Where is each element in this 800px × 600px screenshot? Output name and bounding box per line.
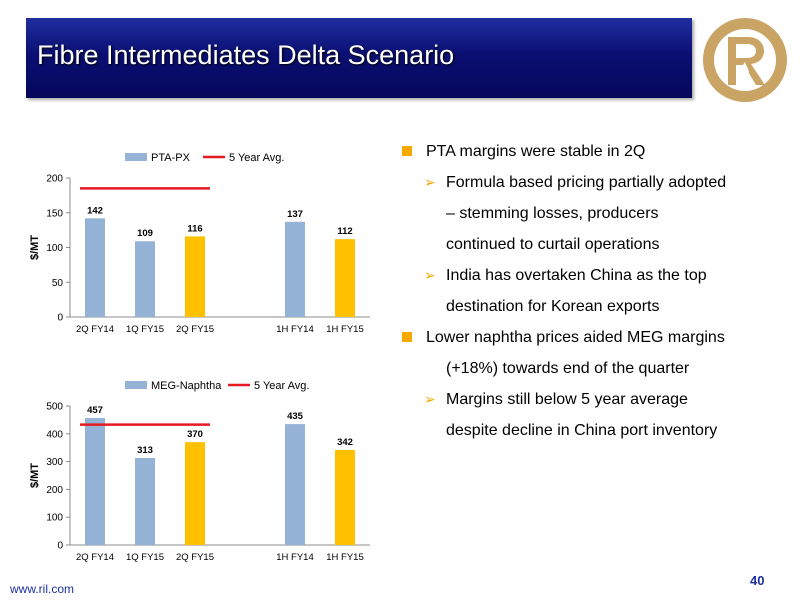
data-label: 313 [137, 445, 153, 456]
data-label: 435 [287, 411, 304, 422]
legend-swatch-bars [125, 153, 147, 161]
bullet-text: – stemming losses, producers [446, 205, 659, 222]
y-tick-label: 200 [46, 174, 63, 185]
bullet-text: despite decline in China port inventory [446, 422, 718, 439]
legend-label-series: MEG-Naphtha [151, 380, 222, 392]
bullet-text: PTA margins were stable in 2Q [426, 143, 646, 160]
square-bullet-icon [402, 146, 412, 156]
x-tick-label: 2Q FY15 [176, 324, 214, 335]
x-tick-label: 2Q FY15 [176, 552, 214, 563]
logo-flame [741, 62, 749, 77]
legend-label-series: PTA-PX [151, 152, 191, 164]
y-tick-label: 150 [46, 208, 63, 219]
bar [185, 442, 205, 545]
bullet-text: (+18%) towards end of the quarter [446, 360, 690, 377]
data-label: 370 [187, 429, 203, 440]
data-label: 457 [87, 405, 103, 416]
legend-label-avg: 5 Year Avg. [229, 152, 284, 164]
x-tick-label: 1H FY15 [326, 552, 364, 563]
bullet-text: India has overtaken China as the top [446, 267, 707, 284]
bullet-text: Margins still below 5 year average [446, 391, 688, 408]
arrow-bullet-icon: ➢ [424, 267, 436, 283]
bullet-text: Formula based pricing partially adopted [446, 174, 727, 191]
bar [335, 449, 355, 545]
bullet-text: destination for Korean exports [446, 298, 660, 315]
bar [135, 457, 155, 545]
bar [185, 236, 205, 317]
y-axis-label: $/MT [29, 463, 41, 488]
data-label: 342 [337, 437, 353, 448]
y-tick-label: 200 [46, 485, 63, 496]
y-tick-label: 500 [46, 402, 63, 413]
data-label: 137 [287, 209, 303, 220]
pta-px-chart: PTA-PX 5 Year Avg. 0 50 100 150 200 $/MT 142 2Q F… [29, 152, 370, 335]
reliance-logo [703, 18, 787, 102]
legend-swatch-bars [125, 381, 147, 389]
x-tick-label: 1H FY14 [276, 552, 314, 563]
data-label: 142 [87, 205, 103, 216]
x-tick-label: 1Q FY15 [126, 324, 164, 335]
square-bullet-icon [402, 332, 412, 342]
arrow-bullet-icon: ➢ [424, 391, 436, 407]
page-number: 40 [750, 573, 765, 588]
y-tick-label: 100 [46, 243, 63, 254]
x-tick-label: 1H FY15 [326, 324, 364, 335]
legend-label-avg: 5 Year Avg. [254, 380, 309, 392]
x-tick-label: 2Q FY14 [76, 324, 114, 335]
bar [335, 239, 355, 317]
y-tick-label: 0 [57, 541, 63, 552]
logo-mark [728, 37, 765, 85]
slide-title: Fibre Intermediates Delta Scenario [37, 40, 455, 70]
x-tick-label: 2Q FY14 [76, 552, 114, 563]
data-label: 116 [187, 223, 202, 234]
x-tick-label: 1H FY14 [276, 324, 314, 335]
bar [85, 218, 105, 317]
bar [85, 417, 105, 545]
data-label: 109 [137, 228, 153, 239]
arrow-bullet-icon: ➢ [424, 174, 436, 190]
footer-url[interactable]: www.ril.com [10, 582, 75, 596]
bar [285, 221, 305, 317]
y-tick-label: 0 [57, 313, 63, 324]
y-tick-label: 100 [46, 513, 63, 524]
bullet-text: Lower naphtha prices aided MEG margins [426, 329, 725, 346]
x-tick-label: 1Q FY15 [126, 552, 164, 563]
title-banner: Fibre Intermediates Delta Scenario [26, 18, 692, 98]
y-tick-label: 300 [46, 457, 63, 468]
y-axis-label: $/MT [29, 235, 41, 260]
bar [135, 241, 155, 317]
bar [285, 424, 305, 545]
y-tick-label: 50 [52, 278, 64, 289]
y-tick-label: 400 [46, 429, 63, 440]
bullet-text: continued to curtail operations [446, 236, 660, 253]
data-label: 112 [337, 226, 352, 237]
meg-naphtha-chart: MEG-Naphtha 5 Year Avg. 0 100 200 300 400 500 $/… [29, 380, 370, 563]
